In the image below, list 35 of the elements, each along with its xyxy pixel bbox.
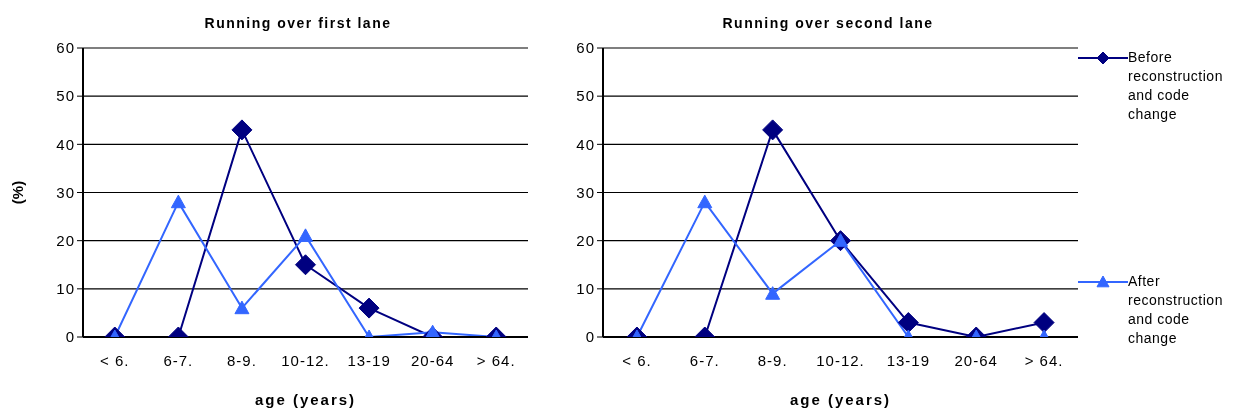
legend-label: Before reconstruction and code change: [1128, 48, 1224, 124]
y-tick-label: 30: [56, 183, 75, 201]
x-tick-label: 8-9.: [227, 351, 257, 369]
y-tick-label: 20: [576, 231, 595, 249]
x-tick-label: 8-9.: [757, 351, 788, 369]
x-tick-label: > 64.: [1024, 351, 1064, 369]
legend-label: After reconstruction and code change: [1128, 272, 1224, 348]
x-tick-label: 13-19: [347, 351, 391, 369]
chart-title: Running over first lane: [203, 14, 393, 33]
x-tick-label: 10-12.: [816, 351, 865, 369]
y-tick-label: 60: [56, 39, 75, 57]
y-tick-label: 10: [56, 280, 75, 298]
x-tick-label: 10-12.: [281, 351, 330, 369]
y-tick-label: 50: [576, 87, 595, 105]
x-tick-label: 6-7.: [689, 351, 720, 369]
y-tick-label: 40: [576, 135, 595, 153]
y-tick-label: 0: [585, 328, 595, 346]
x-tick-label: > 64.: [476, 351, 516, 369]
x-tick-label: 6-7.: [163, 351, 194, 369]
x-tick-label: < 6.: [622, 351, 652, 369]
y-tick-label: 40: [56, 135, 75, 153]
y-tick-label: 60: [576, 39, 595, 57]
chart-title: Running over second lane: [721, 14, 935, 33]
x-axis-title: age (years): [254, 391, 357, 408]
x-tick-label: 20-64: [954, 351, 998, 369]
x-axis-title: age (years): [789, 391, 892, 408]
y-tick-label: 0: [65, 328, 75, 346]
y-tick-label: 50: [56, 87, 75, 105]
y-tick-label: 10: [576, 280, 595, 298]
y-tick-label: 20: [56, 231, 75, 249]
y-axis-title: (%): [9, 180, 27, 205]
y-tick-label: 30: [576, 183, 595, 201]
x-tick-label: 20-64: [410, 351, 455, 369]
x-tick-label: 13-19: [886, 351, 931, 369]
x-tick-label: < 6.: [100, 351, 130, 369]
